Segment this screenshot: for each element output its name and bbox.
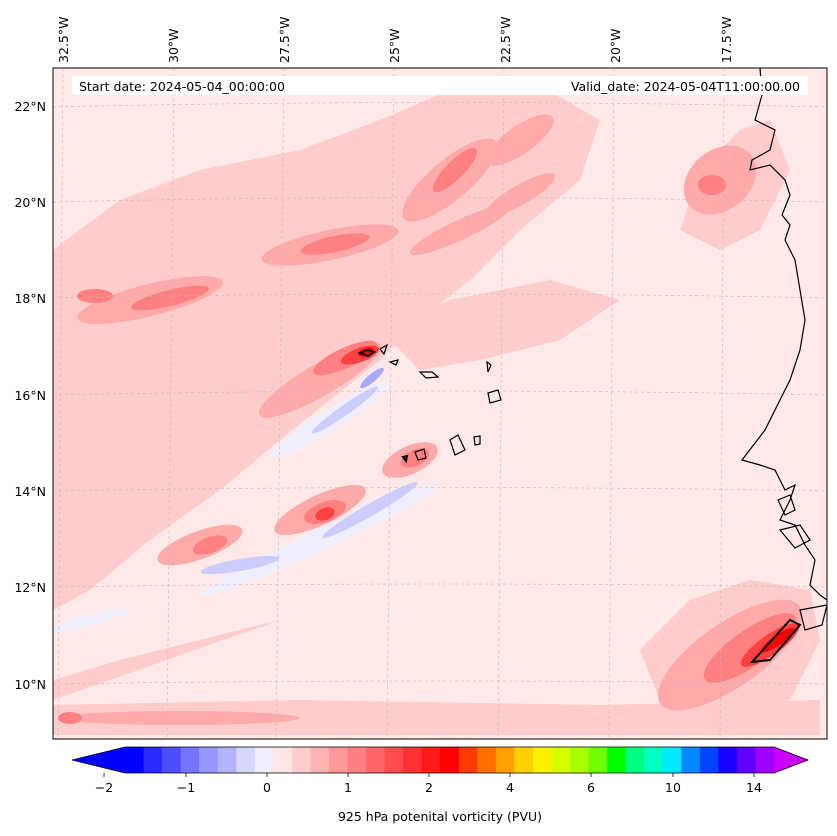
- lon-label: 25°W: [387, 28, 402, 63]
- colorbar-segment: [254, 747, 274, 773]
- colorbar-segment: [366, 747, 386, 773]
- colorbar-segment: [384, 747, 404, 773]
- lon-label: 20°W: [608, 28, 623, 63]
- colorbar: −2 −1 0 1 2 4 6 10 14 925 hPa potenital …: [71, 746, 810, 824]
- lon-label: 27.5°W: [277, 17, 292, 63]
- latitude-labels: 22°N 20°N 18°N 16°N 14°N 12°N 10°N: [14, 99, 46, 692]
- header-box: [72, 76, 808, 95]
- colorbar-tick-label: 0: [263, 780, 271, 795]
- colorbar-segment: [291, 747, 312, 773]
- colorbar-segment: [477, 747, 497, 773]
- start-date-label: Start date: 2024-05-04_00:00:00: [79, 79, 285, 94]
- colorbar-ticks: [103, 773, 755, 777]
- pv-negative-bands: [53, 367, 438, 632]
- colorbar-segment: [143, 747, 163, 773]
- lat-label: 10°N: [14, 677, 46, 692]
- lat-label: 20°N: [14, 195, 46, 210]
- colorbar-segment: [273, 747, 293, 773]
- colorbar-segment: [162, 747, 182, 773]
- colorbar-segment: [532, 747, 553, 773]
- colorbar-segment: [328, 747, 349, 773]
- colorbar-segment: [681, 747, 701, 773]
- colorbar-segments: [125, 747, 775, 773]
- lat-label: 12°N: [14, 580, 46, 595]
- colorbar-tick-label: 1: [344, 780, 352, 795]
- colorbar-segment: [347, 747, 367, 773]
- lat-label: 22°N: [14, 99, 46, 114]
- colorbar-segment: [570, 747, 590, 773]
- colorbar-tick-label: 2: [425, 780, 433, 795]
- cape-verde-islands: [357, 343, 502, 464]
- colorbar-tick-label: 10: [665, 780, 681, 795]
- colorbar-segment: [699, 747, 719, 773]
- longitude-labels: 32.5°W 30°W 27.5°W 25°W 22.5°W 20°W 17.5…: [56, 17, 734, 63]
- lon-label: 30°W: [166, 28, 181, 63]
- colorbar-under-arrow: [72, 747, 125, 773]
- colorbar-segment: [662, 747, 682, 773]
- colorbar-tick-label: 6: [587, 780, 595, 795]
- graticule: [53, 68, 827, 739]
- colorbar-segment: [551, 747, 571, 773]
- lon-label: 22.5°W: [498, 17, 513, 63]
- colorbar-segment: [514, 747, 534, 773]
- colorbar-segment: [217, 747, 237, 773]
- colorbar-segment: [588, 747, 608, 773]
- colorbar-segment: [125, 747, 145, 773]
- pv-red-cores: [315, 345, 800, 667]
- colorbar-tick-label: 4: [506, 780, 514, 795]
- colorbar-segment: [736, 747, 757, 773]
- colorbar-segment: [236, 747, 256, 773]
- colorbar-over-arrow: [774, 747, 808, 773]
- colorbar-outline: [71, 746, 810, 774]
- coastlines: [740, 68, 827, 664]
- colorbar-segment: [718, 747, 738, 773]
- lat-label: 16°N: [14, 388, 46, 403]
- colorbar-segment: [440, 747, 460, 773]
- colorbar-segment: [310, 747, 330, 773]
- colorbar-segment: [625, 747, 645, 773]
- lon-label: 17.5°W: [719, 17, 734, 63]
- lat-label: 14°N: [14, 484, 46, 499]
- lat-label: 18°N: [14, 291, 46, 306]
- colorbar-tick-label: −2: [95, 780, 113, 795]
- colorbar-segment: [180, 747, 200, 773]
- colorbar-segment: [199, 747, 219, 773]
- colorbar-tick-label: 14: [746, 780, 762, 795]
- colorbar-segment: [458, 747, 478, 773]
- lon-label: 32.5°W: [56, 17, 71, 63]
- colorbar-segment: [495, 747, 515, 773]
- colorbar-segment: [644, 747, 664, 773]
- colorbar-segment: [755, 747, 775, 773]
- colorbar-segment: [607, 747, 627, 773]
- colorbar-segment: [421, 747, 441, 773]
- colorbar-label: 925 hPa potenital vorticity (PVU): [338, 809, 542, 824]
- colorbar-tick-label: −1: [177, 780, 195, 795]
- pv-light-pink-areas: [53, 80, 820, 735]
- map-frame: [52, 67, 828, 740]
- colorbar-segment: [403, 747, 423, 773]
- valid-date-label: Valid_date: 2024-05-04T11:00:00.00: [571, 79, 800, 94]
- pv-field: [53, 68, 827, 739]
